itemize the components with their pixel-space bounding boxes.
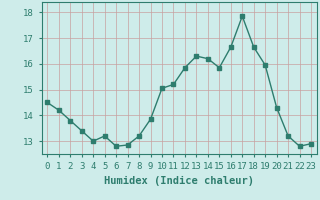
X-axis label: Humidex (Indice chaleur): Humidex (Indice chaleur)	[104, 176, 254, 186]
